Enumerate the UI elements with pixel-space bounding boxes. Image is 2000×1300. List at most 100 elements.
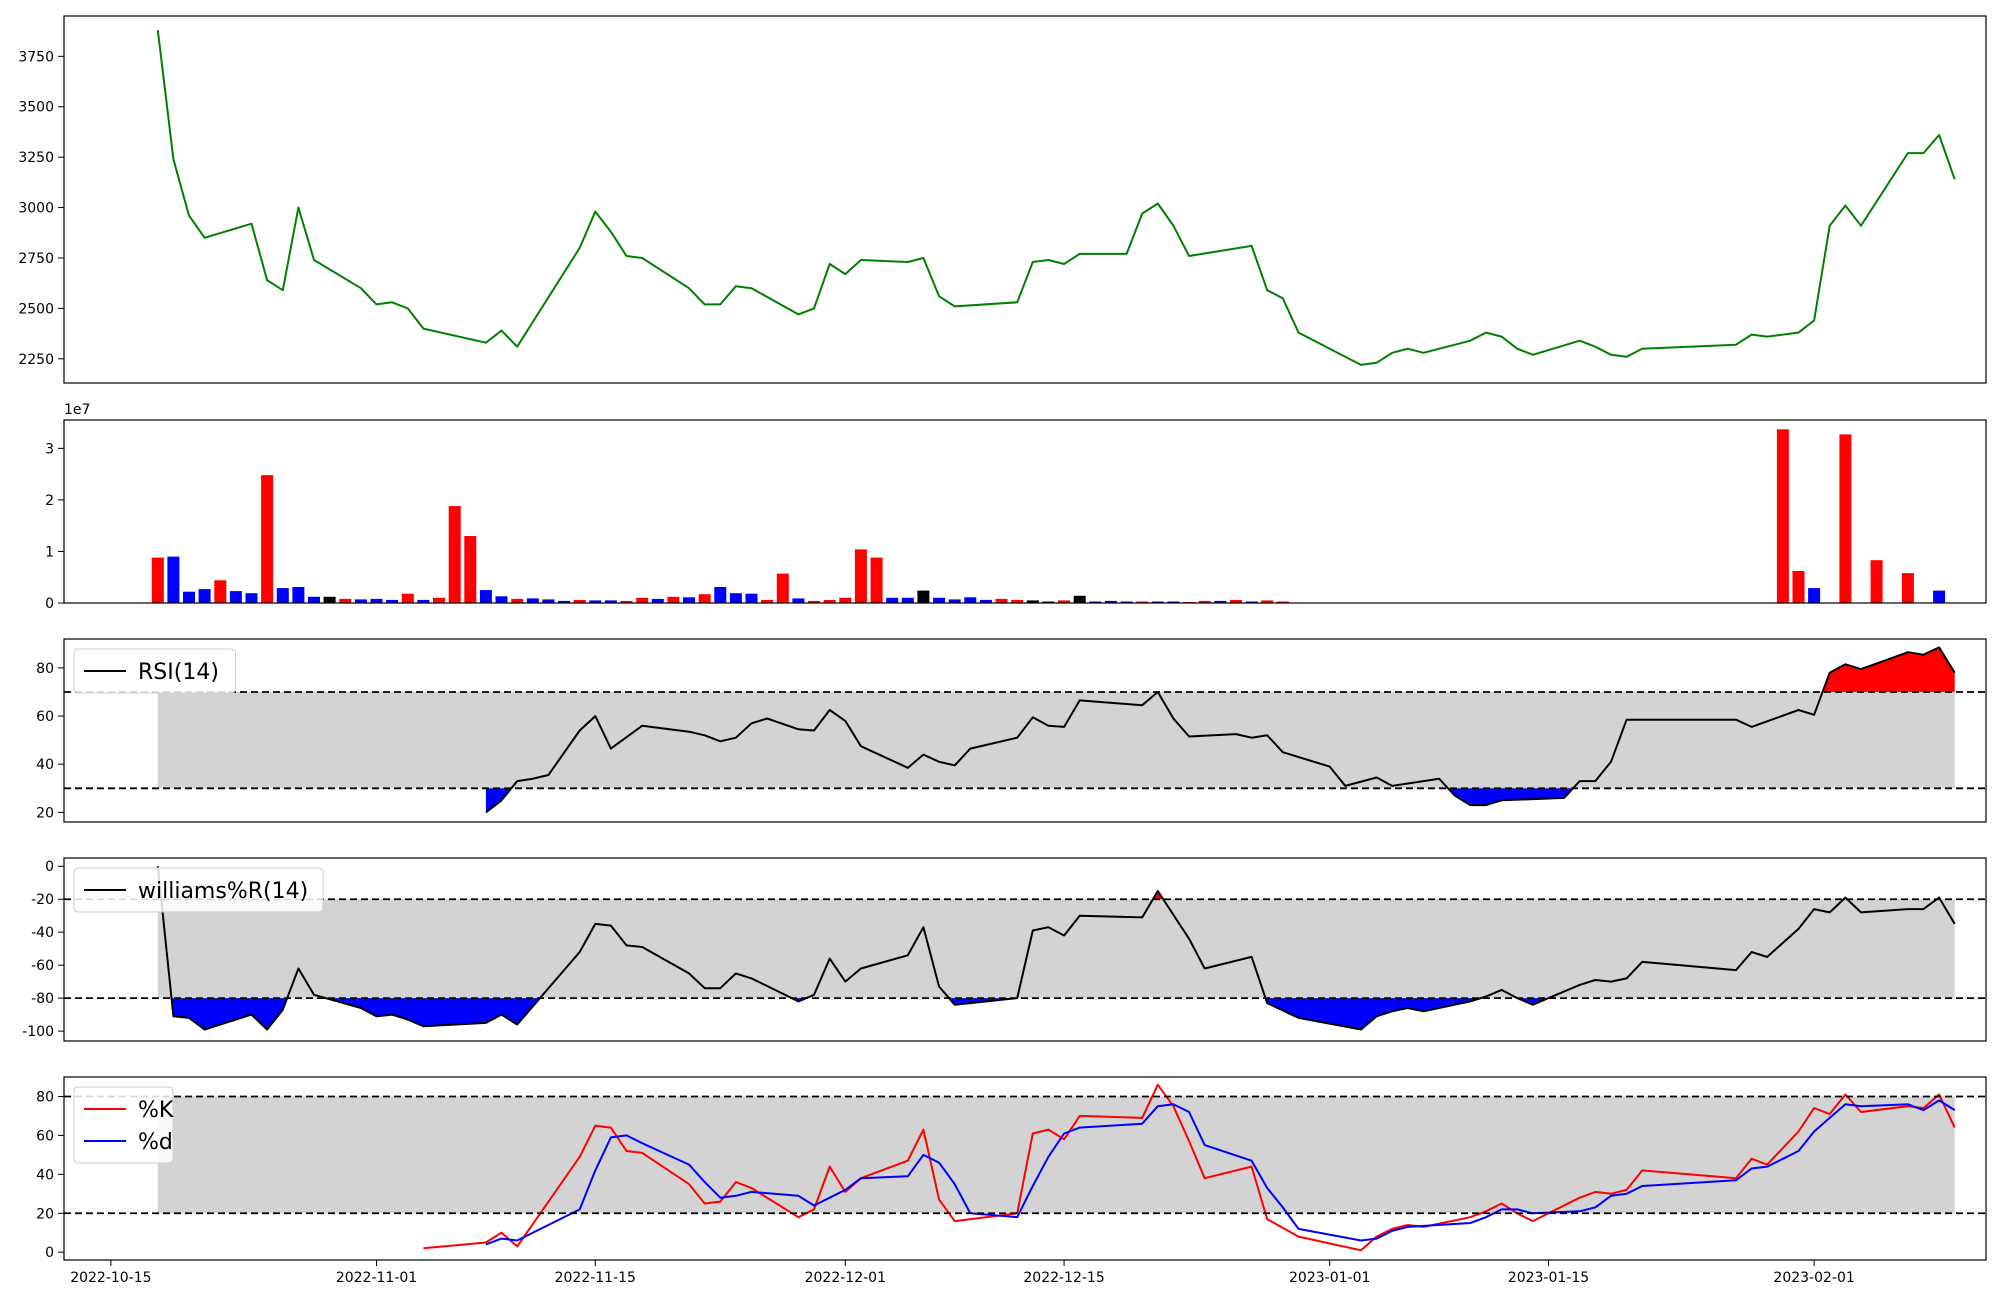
volume-bar xyxy=(589,600,602,603)
legend-label: williams%R(14) xyxy=(138,879,308,904)
volume-bar xyxy=(995,598,1008,603)
x-tick-label: 2022-10-15 xyxy=(70,1270,151,1286)
volume-bar xyxy=(1011,599,1024,603)
oversold-fill xyxy=(1517,998,1549,1005)
y-tick-label: 40 xyxy=(36,757,54,773)
volume-bar xyxy=(886,597,899,603)
volume-bar xyxy=(948,599,961,603)
volume-bar xyxy=(354,599,367,603)
volume-bar xyxy=(636,597,649,603)
oversold-fill xyxy=(1265,998,1481,1030)
volume-bar xyxy=(1058,600,1071,603)
series-line-pct-d xyxy=(485,1099,1956,1246)
axes-frame xyxy=(63,638,1987,823)
y-tick-label: 20 xyxy=(36,1206,54,1222)
volume-bar xyxy=(1901,573,1914,603)
volume-bar xyxy=(339,598,352,603)
volume-bar xyxy=(714,587,727,603)
x-axis: 2022-10-15 2022-11-01 2022-11-15 2022-12-01… xyxy=(70,1260,1855,1286)
volume-bar xyxy=(901,597,914,603)
volume-bar xyxy=(1104,600,1117,603)
y-tick-label: 0 xyxy=(45,859,54,875)
volume-bar xyxy=(1167,601,1180,603)
volume-bar xyxy=(308,596,320,603)
y-tick-label: 3750 xyxy=(18,49,54,65)
axes-frame xyxy=(63,1076,1987,1261)
legend-label: RSI(14) xyxy=(138,660,219,685)
neutral-band xyxy=(157,1096,1955,1214)
oversold-fill xyxy=(171,998,288,1030)
volume-bar xyxy=(1870,560,1883,603)
volume-bar xyxy=(745,593,758,603)
volume-bar xyxy=(792,598,805,603)
volume-bar xyxy=(464,536,477,603)
y-tick-label: 60 xyxy=(36,1128,54,1144)
y-tick-label: 2250 xyxy=(18,352,54,368)
volume-bar xyxy=(1245,601,1258,603)
legend: williams%R(14) xyxy=(73,867,324,913)
axes-frame xyxy=(63,857,1987,1042)
volume-bar xyxy=(808,600,820,603)
y-offset-label: 1e7 xyxy=(64,402,90,418)
y-tick-label: 40 xyxy=(36,1167,54,1183)
y-tick-label: 0 xyxy=(45,596,54,612)
volume-bar xyxy=(917,590,930,603)
volume-bar xyxy=(448,506,461,603)
volume-bar xyxy=(933,597,946,603)
legend: %K %d xyxy=(73,1086,174,1164)
legend-label: %d xyxy=(138,1130,173,1155)
volume-bar xyxy=(1839,434,1852,603)
y-tick-label: 3500 xyxy=(18,100,54,116)
volume-bar xyxy=(1151,601,1164,603)
volume-bar xyxy=(729,593,742,603)
y-tick-label: 80 xyxy=(36,1089,54,1105)
volume-bar xyxy=(1214,600,1227,603)
volume-bar xyxy=(1230,599,1242,603)
overbought-fill xyxy=(1822,647,1955,692)
volume-bar xyxy=(823,599,836,603)
volume-bar xyxy=(1120,601,1133,603)
volume-bar xyxy=(1792,571,1805,603)
volume-bar xyxy=(1933,590,1946,603)
volume-bar xyxy=(964,597,977,603)
x-tick-label: 2023-01-15 xyxy=(1508,1270,1589,1286)
x-tick-label: 2022-11-01 xyxy=(336,1270,417,1286)
volume-bar xyxy=(323,596,336,603)
volume-bar xyxy=(651,598,664,603)
volume-bar xyxy=(495,596,508,603)
volume-bar xyxy=(417,599,430,603)
volume-bar xyxy=(479,590,492,603)
volume-bar xyxy=(870,557,883,603)
volume-bar xyxy=(573,599,586,603)
volume-bar xyxy=(261,475,274,603)
volume-bar xyxy=(1808,588,1821,603)
y-tick-label: 80 xyxy=(36,661,54,677)
volume-bar xyxy=(433,597,445,603)
x-tick-label: 2022-12-01 xyxy=(805,1270,886,1286)
panel-williams: -100 -80 -60 -40 -20 0 williams%R(14) xyxy=(22,857,1987,1042)
volume-bar xyxy=(776,573,789,603)
volume-bar xyxy=(683,597,695,603)
y-tick-label: -60 xyxy=(31,958,54,974)
y-tick-label: 2 xyxy=(45,493,54,509)
y-tick-label: 0 xyxy=(45,1245,54,1261)
volume-bar xyxy=(245,593,258,603)
panel-price: 2250 2500 2750 3000 3250 3500 3750 xyxy=(18,15,1987,384)
y-tick-label: 60 xyxy=(36,709,54,725)
volume-bar xyxy=(854,549,867,603)
volume-bar xyxy=(1261,600,1274,603)
volume-bar xyxy=(1089,601,1102,603)
volume-bar xyxy=(1042,601,1055,603)
legend-box xyxy=(73,648,236,694)
series-line-williams xyxy=(156,866,1956,1031)
x-tick-label: 2022-11-15 xyxy=(555,1270,636,1286)
y-tick-label: 3 xyxy=(45,441,54,457)
volume-bar xyxy=(198,589,211,603)
volume-bar xyxy=(386,599,399,603)
volume-bar xyxy=(229,591,242,603)
x-tick-label: 2023-01-01 xyxy=(1289,1270,1370,1286)
y-tick-label: 3250 xyxy=(18,150,54,166)
volume-bar xyxy=(370,598,383,603)
y-tick-label: -80 xyxy=(31,991,54,1007)
volume-bar xyxy=(167,556,180,603)
